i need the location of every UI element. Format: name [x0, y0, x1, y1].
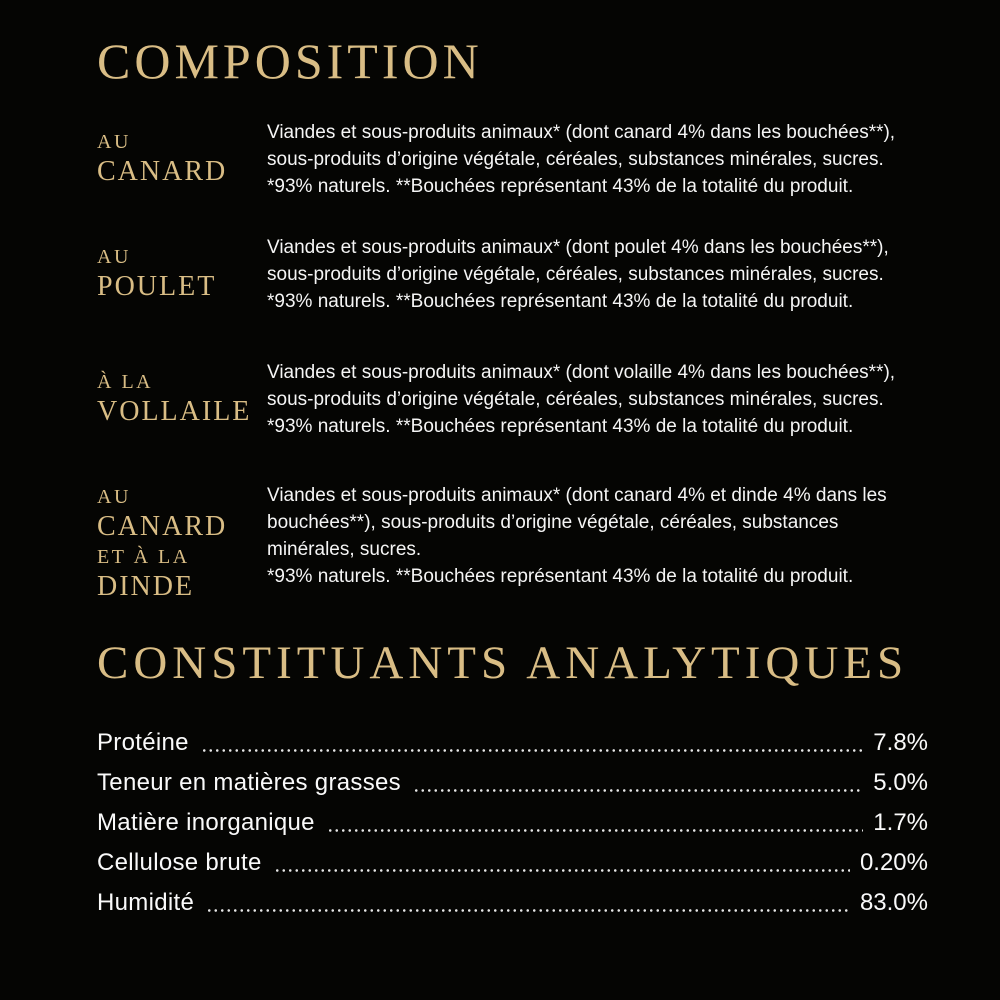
variant-label-line: AU	[97, 246, 131, 268]
analytical-row-cellulose: Cellulose brute 0.20%	[97, 848, 928, 878]
analytical-row-value: 83.0%	[859, 888, 928, 916]
dot-leader	[273, 868, 850, 872]
variant-label-line: DINDE	[97, 571, 195, 602]
variant-label-line: ET À LA	[97, 546, 190, 568]
section-text: Viandes et sous-produits animaux* (dont …	[267, 234, 917, 315]
ingredients-text: Viandes et sous-produits animaux* (dont …	[267, 237, 889, 285]
variant-label-poulet: AU POULET	[97, 234, 267, 304]
variant-label-line: VOLLAILE	[97, 396, 252, 427]
variant-label-canard: AU CANARD	[97, 119, 267, 189]
analytical-row-value: 0.20%	[859, 848, 928, 876]
variant-label-volaille: À LA VOLLAILE	[97, 359, 267, 429]
composition-section-poulet: AU POULET Viandes et sous-produits anima…	[97, 234, 928, 315]
composition-section-canard-dinde: AU CANARD ET À LA DINDE Viandes et sous-…	[97, 474, 928, 604]
analytical-row-matieres-grasses: Teneur en matières grasses 5.0%	[97, 768, 928, 798]
variant-label-line: À LA	[97, 371, 154, 393]
composition-section-volaille: À LA VOLLAILE Viandes et sous-produits a…	[97, 359, 928, 440]
footnote-text: *93% naturels. **Bouchées représentant 4…	[267, 566, 854, 587]
analytical-row-matiere-inorganique: Matière inorganique 1.7%	[97, 808, 928, 838]
composition-title: COMPOSITION	[97, 33, 483, 89]
dot-leader	[326, 828, 864, 832]
section-text: Viandes et sous-produits animaux* (dont …	[267, 474, 917, 590]
analytical-row-label: Cellulose brute	[97, 848, 262, 876]
dot-leader	[200, 748, 864, 752]
analytical-row-label: Humidité	[97, 888, 195, 916]
ingredients-text: Viandes et sous-produits animaux* (dont …	[267, 122, 896, 170]
dot-leader	[206, 908, 850, 912]
footnote-text: *93% naturels. **Bouchées représentant 4…	[267, 291, 854, 312]
analytical-row-label: Protéine	[97, 728, 189, 756]
ingredients-text: Viandes et sous-produits animaux* (dont …	[267, 485, 887, 560]
analytical-constituents-table: Protéine 7.8% Teneur en matières grasses…	[97, 728, 928, 918]
section-text: Viandes et sous-produits animaux* (dont …	[267, 359, 917, 440]
composition-section-canard: AU CANARD Viandes et sous-produits anima…	[97, 119, 928, 200]
analytical-row-value: 7.8%	[873, 728, 928, 756]
variant-label-line: CANARD	[97, 156, 228, 187]
analytical-constituents-title: CONSTITUANTS ANALYTIQUES	[97, 637, 909, 689]
analytical-row-value: 1.7%	[873, 808, 928, 836]
dot-leader	[412, 788, 864, 792]
analytical-row-humidite: Humidité 83.0%	[97, 888, 928, 918]
ingredients-text: Viandes et sous-produits animaux* (dont …	[267, 362, 896, 410]
variant-label-canard-dinde: AU CANARD ET À LA DINDE	[97, 474, 267, 604]
analytical-row-proteine: Protéine 7.8%	[97, 728, 928, 758]
variant-label-line: AU	[97, 131, 131, 153]
analytical-row-label: Teneur en matières grasses	[97, 768, 401, 796]
variant-label-line: CANARD	[97, 511, 228, 542]
variant-label-line: AU	[97, 486, 131, 508]
footnote-text: *93% naturels. **Bouchées représentant 4…	[267, 416, 854, 437]
analytical-row-label: Matière inorganique	[97, 808, 315, 836]
analytical-row-value: 5.0%	[873, 768, 928, 796]
footnote-text: *93% naturels. **Bouchées représentant 4…	[267, 176, 854, 197]
section-text: Viandes et sous-produits animaux* (dont …	[267, 119, 917, 200]
variant-label-line: POULET	[97, 271, 217, 302]
